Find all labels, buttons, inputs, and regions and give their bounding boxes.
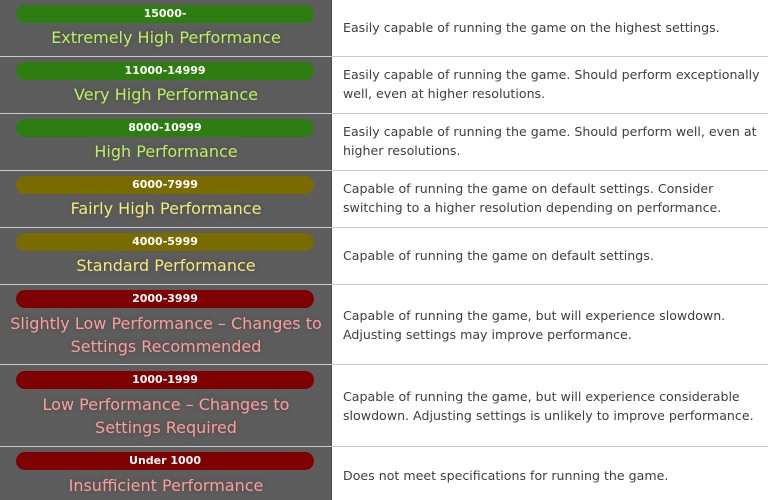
description-cell: Capable of running the game, but will ex… — [332, 285, 768, 364]
description-cell: Easily capable of running the game. Shou… — [332, 114, 768, 170]
table-row: 11000-14999 Very High Performance Easily… — [0, 57, 768, 114]
rating-label: High Performance — [94, 142, 238, 161]
rating-label: Standard Performance — [76, 256, 256, 275]
description-cell: Capable of running the game on default s… — [332, 228, 768, 284]
rating-cell: 8000-10999 High Performance — [0, 114, 332, 170]
rating-label: Slightly Low Performance – Changes to Se… — [10, 314, 322, 356]
score-range-badge: 1000-1999 — [16, 371, 314, 389]
description-cell: Capable of running the game, but will ex… — [332, 365, 768, 446]
rating-description: Capable of running the game, but will ex… — [343, 308, 726, 342]
rating-description: Capable of running the game, but will ex… — [343, 389, 754, 423]
rating-label: Very High Performance — [74, 85, 258, 104]
rating-cell: 6000-7999 Fairly High Performance — [0, 171, 332, 227]
rating-cell: 2000-3999 Slightly Low Performance – Cha… — [0, 285, 332, 364]
rating-label: Extremely High Performance — [51, 28, 281, 47]
rating-description: Does not meet specifications for running… — [343, 468, 669, 483]
score-range-badge: 2000-3999 — [16, 290, 314, 308]
table-row: Under 1000 Insufficient Performance Does… — [0, 447, 768, 500]
table-row: 6000-7999 Fairly High Performance Capabl… — [0, 171, 768, 228]
rating-description: Easily capable of running the game. Shou… — [343, 124, 757, 158]
description-cell: Capable of running the game on default s… — [332, 171, 768, 227]
table-row: 2000-3999 Slightly Low Performance – Cha… — [0, 285, 768, 365]
rating-label: Low Performance – Changes to Settings Re… — [42, 395, 290, 437]
description-cell: Easily capable of running the game. Shou… — [332, 57, 768, 113]
score-range-badge: 6000-7999 — [16, 176, 314, 194]
score-range-badge: 11000-14999 — [16, 62, 314, 80]
table-row: 1000-1999 Low Performance – Changes to S… — [0, 365, 768, 447]
table-row: 15000- Extremely High Performance Easily… — [0, 0, 768, 57]
rating-cell: 15000- Extremely High Performance — [0, 0, 332, 56]
description-cell: Does not meet specifications for running… — [332, 447, 768, 500]
rating-cell: 4000-5999 Standard Performance — [0, 228, 332, 284]
rating-cell: 1000-1999 Low Performance – Changes to S… — [0, 365, 332, 446]
rating-description: Capable of running the game on default s… — [343, 181, 722, 215]
rating-cell: 11000-14999 Very High Performance — [0, 57, 332, 113]
rating-description: Capable of running the game on default s… — [343, 248, 654, 263]
score-range-badge: Under 1000 — [16, 452, 314, 470]
rating-description: Easily capable of running the game. Shou… — [343, 67, 760, 101]
score-range-badge: 8000-10999 — [16, 119, 314, 137]
rating-label: Fairly High Performance — [70, 199, 262, 218]
table-row: 4000-5999 Standard Performance Capable o… — [0, 228, 768, 285]
score-range-badge: 4000-5999 — [16, 233, 314, 251]
description-cell: Easily capable of running the game on th… — [332, 0, 768, 56]
score-range-badge: 15000- — [16, 5, 314, 23]
rating-cell: Under 1000 Insufficient Performance — [0, 447, 332, 500]
rating-description: Easily capable of running the game on th… — [343, 20, 720, 35]
rating-label: Insufficient Performance — [68, 476, 264, 495]
table-row: 8000-10999 High Performance Easily capab… — [0, 114, 768, 171]
